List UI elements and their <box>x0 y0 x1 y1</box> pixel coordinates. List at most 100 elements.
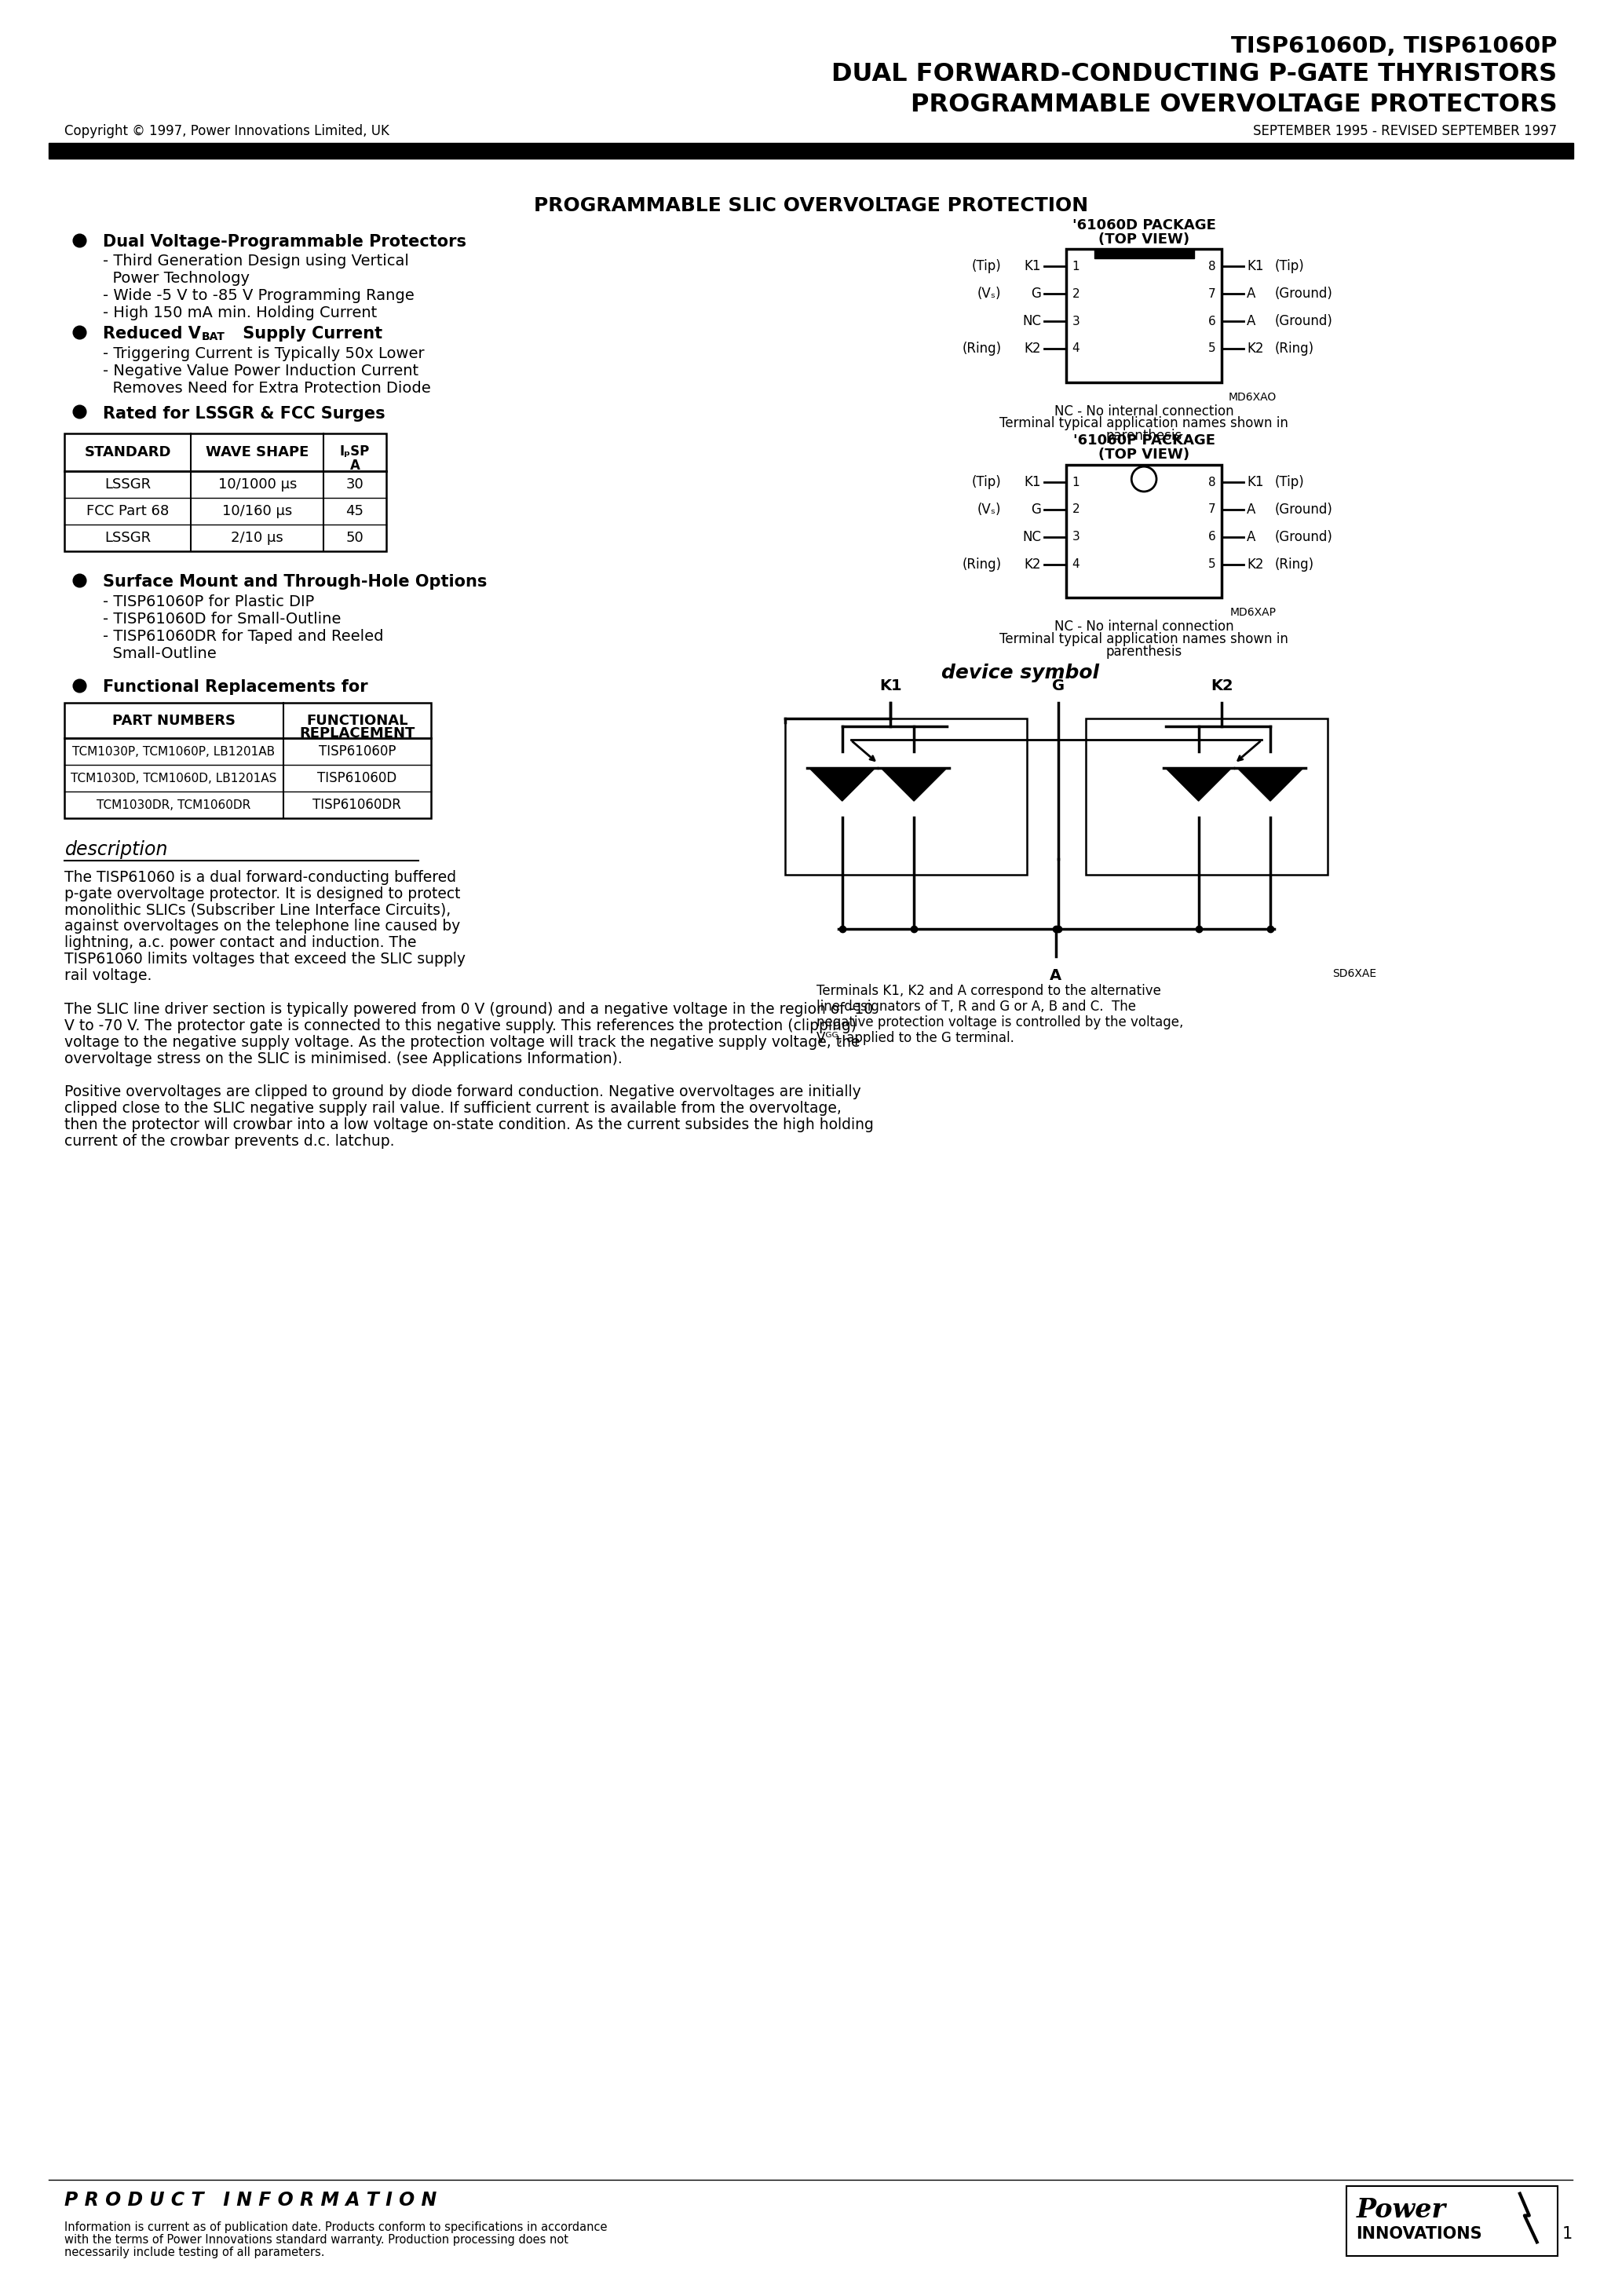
Text: (Vₛ): (Vₛ) <box>978 287 1001 301</box>
Text: A: A <box>1247 287 1255 301</box>
Text: '61060D PACKAGE: '61060D PACKAGE <box>1072 218 1216 232</box>
Text: (Tip): (Tip) <box>1275 475 1304 489</box>
Text: V to -70 V. The protector gate is connected to this negative supply. This refere: V to -70 V. The protector gate is connec… <box>65 1017 856 1033</box>
Text: NC - No internal connection: NC - No internal connection <box>1054 404 1234 418</box>
Text: (Vₛ): (Vₛ) <box>978 503 1001 517</box>
Text: current of the crowbar prevents d.c. latchup.: current of the crowbar prevents d.c. lat… <box>65 1134 394 1148</box>
Text: with the terms of Power Innovations standard warranty. Production processing doe: with the terms of Power Innovations stan… <box>65 2234 569 2245</box>
Text: K2: K2 <box>1247 342 1264 356</box>
Text: K1: K1 <box>1023 259 1041 273</box>
Text: lightning, a.c. power contact and induction. The: lightning, a.c. power contact and induct… <box>65 934 417 951</box>
Text: 45: 45 <box>345 505 363 519</box>
Text: Terminal typical application names shown in: Terminal typical application names shown… <box>999 416 1288 432</box>
Text: Positive overvoltages are clipped to ground by diode forward conduction. Negativ: Positive overvoltages are clipped to gro… <box>65 1084 861 1100</box>
Text: (Ring): (Ring) <box>1275 558 1314 572</box>
Text: rail voltage.: rail voltage. <box>65 969 152 983</box>
Text: LSSGR: LSSGR <box>105 478 151 491</box>
Text: SD6XAE: SD6XAE <box>1333 969 1377 980</box>
Text: - Negative Value Power Induction Current: - Negative Value Power Induction Current <box>102 363 418 379</box>
Text: LSSGR: LSSGR <box>105 530 151 544</box>
Text: K2: K2 <box>1023 342 1041 356</box>
Text: G: G <box>1032 503 1041 517</box>
Text: SEPTEMBER 1995 - REVISED SEPTEMBER 1997: SEPTEMBER 1995 - REVISED SEPTEMBER 1997 <box>1254 124 1557 138</box>
Text: Rated for LSSGR & FCC Surges: Rated for LSSGR & FCC Surges <box>102 406 386 420</box>
Polygon shape <box>881 769 947 801</box>
Text: then the protector will crowbar into a low voltage on-state condition. As the cu: then the protector will crowbar into a l… <box>65 1118 874 1132</box>
Text: 1: 1 <box>1072 259 1080 273</box>
Text: Terminal typical application names shown in: Terminal typical application names shown… <box>999 631 1288 647</box>
Text: Supply Current: Supply Current <box>237 326 383 342</box>
Text: The TISP61060 is a dual forward-conducting buffered: The TISP61060 is a dual forward-conducti… <box>65 870 456 884</box>
Text: K2: K2 <box>1023 558 1041 572</box>
Text: MD6XAO: MD6XAO <box>1228 393 1277 402</box>
Text: 7: 7 <box>1208 287 1216 301</box>
Text: K1: K1 <box>879 677 902 693</box>
Text: PROGRAMMABLE SLIC OVERVOLTAGE PROTECTION: PROGRAMMABLE SLIC OVERVOLTAGE PROTECTION <box>534 195 1088 216</box>
Text: IₚSP: IₚSP <box>339 445 370 459</box>
Text: (Tip): (Tip) <box>1275 259 1304 273</box>
Text: overvoltage stress on the SLIC is minimised. (see Applications Information).: overvoltage stress on the SLIC is minimi… <box>65 1052 623 1065</box>
Text: NC - No internal connection: NC - No internal connection <box>1054 620 1234 634</box>
Text: (Ground): (Ground) <box>1275 315 1333 328</box>
Text: TISP61060DR: TISP61060DR <box>313 797 402 813</box>
Bar <box>65 703 431 817</box>
Bar <box>1066 466 1221 597</box>
Bar <box>65 434 386 551</box>
Text: parenthesis: parenthesis <box>1106 645 1182 659</box>
Text: 8: 8 <box>1208 259 1216 273</box>
Text: TCM1030P, TCM1060P, LB1201AB: TCM1030P, TCM1060P, LB1201AB <box>73 746 276 758</box>
Text: 3: 3 <box>1072 315 1080 326</box>
Text: 50: 50 <box>345 530 363 544</box>
Text: TISP61060P: TISP61060P <box>318 744 396 760</box>
Text: Surface Mount and Through-Hole Options: Surface Mount and Through-Hole Options <box>102 574 487 590</box>
Text: G: G <box>1032 287 1041 301</box>
Text: Information is current as of publication date. Products conform to specification: Information is current as of publication… <box>65 2223 608 2234</box>
Text: (Ring): (Ring) <box>962 558 1001 572</box>
Text: NC: NC <box>1022 530 1041 544</box>
Text: (Ring): (Ring) <box>1275 342 1314 356</box>
Text: K1: K1 <box>1247 475 1264 489</box>
Text: Power Technology: Power Technology <box>102 271 250 287</box>
Text: FCC Part 68: FCC Part 68 <box>86 505 169 519</box>
Text: FUNCTIONAL: FUNCTIONAL <box>307 714 409 728</box>
Polygon shape <box>1238 769 1302 801</box>
Text: INNOVATIONS: INNOVATIONS <box>1356 2227 1483 2243</box>
Text: DUAL FORWARD-CONDUCTING P-GATE THYRISTORS: DUAL FORWARD-CONDUCTING P-GATE THYRISTOR… <box>832 62 1557 85</box>
Text: 10/1000 μs: 10/1000 μs <box>217 478 297 491</box>
Text: necessarily include testing of all parameters.: necessarily include testing of all param… <box>65 2248 324 2259</box>
Text: Reduced V: Reduced V <box>102 326 201 342</box>
Text: 7: 7 <box>1208 503 1216 514</box>
Text: 5: 5 <box>1208 342 1216 354</box>
Text: A: A <box>350 459 360 473</box>
Text: (TOP VIEW): (TOP VIEW) <box>1098 448 1189 461</box>
Text: (Ring): (Ring) <box>962 342 1001 356</box>
Text: against overvoltages on the telephone line caused by: against overvoltages on the telephone li… <box>65 918 461 934</box>
Text: K2: K2 <box>1247 558 1264 572</box>
Text: 30: 30 <box>345 478 363 491</box>
Text: TCM1030D, TCM1060D, LB1201AS: TCM1030D, TCM1060D, LB1201AS <box>71 771 277 785</box>
Text: A: A <box>1247 315 1255 328</box>
Text: A: A <box>1247 530 1255 544</box>
Polygon shape <box>809 769 874 801</box>
Text: - Triggering Current is Typically 50x Lower: - Triggering Current is Typically 50x Lo… <box>102 347 425 360</box>
Text: description: description <box>65 840 169 859</box>
Text: REPLACEMENT: REPLACEMENT <box>300 726 415 739</box>
Text: (Ground): (Ground) <box>1275 530 1333 544</box>
Text: BAT: BAT <box>201 331 224 342</box>
Text: 2/10 μs: 2/10 μs <box>230 530 284 544</box>
Bar <box>785 719 1027 875</box>
Text: monolithic SLICs (Subscriber Line Interface Circuits),: monolithic SLICs (Subscriber Line Interf… <box>65 902 451 918</box>
Text: The SLIC line driver section is typically powered from 0 V (ground) and a negati: The SLIC line driver section is typicall… <box>65 1001 874 1017</box>
Text: TISP61060 limits voltages that exceed the SLIC supply: TISP61060 limits voltages that exceed th… <box>65 953 466 967</box>
Text: 5: 5 <box>1208 558 1216 569</box>
Text: P R O D U C T   I N F O R M A T I O N: P R O D U C T I N F O R M A T I O N <box>65 2190 436 2209</box>
Bar <box>1095 250 1194 259</box>
Text: - Third Generation Design using Vertical: - Third Generation Design using Vertical <box>102 255 409 269</box>
Text: 4: 4 <box>1072 558 1080 569</box>
Text: negative protection voltage is controlled by the voltage,: negative protection voltage is controlle… <box>816 1015 1184 1029</box>
Text: 8: 8 <box>1208 475 1216 489</box>
Text: Removes Need for Extra Protection Diode: Removes Need for Extra Protection Diode <box>102 381 431 395</box>
Text: K1: K1 <box>1023 475 1041 489</box>
Text: p-gate overvoltage protector. It is designed to protect: p-gate overvoltage protector. It is desi… <box>65 886 461 900</box>
Text: Vᴳᴳ, applied to the G terminal.: Vᴳᴳ, applied to the G terminal. <box>816 1031 1014 1045</box>
